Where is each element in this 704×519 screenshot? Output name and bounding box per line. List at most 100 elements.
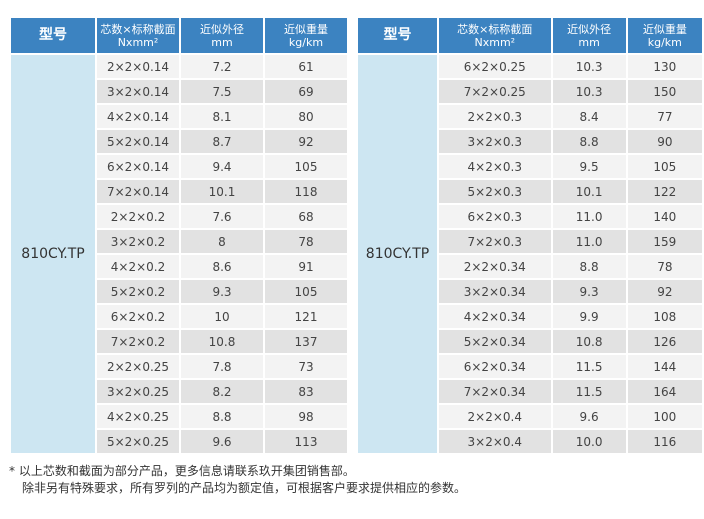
table-row: 7×2×0.34 11.5 164 <box>358 380 702 403</box>
header-weight: 近似重量 kg/km <box>627 18 702 53</box>
weight-cell: 108 <box>627 305 702 328</box>
footnote-line-2: 除非另有特殊要求，所有罗列的产品均为额定值，可根据客户要求提供相应的参数。 <box>22 481 467 495</box>
diameter-cell: 10.8 <box>552 330 626 353</box>
table-row: 2×2×0.3 8.4 77 <box>358 105 702 128</box>
spec-cell: 7×2×0.25 <box>439 80 551 103</box>
table-row: 3×2×0.25 8.2 83 <box>11 380 433 403</box>
diameter-cell: 11.5 <box>552 380 626 403</box>
diameter-cell: 11.0 <box>552 205 626 228</box>
table-row: 2×2×0.34 8.8 78 <box>358 255 702 278</box>
weight-cell: 118 <box>265 180 347 203</box>
weight-cell: 90 <box>627 130 702 153</box>
weight-cell: 130 <box>627 55 702 78</box>
table-row: 4×2×0.3 9.5 105 <box>358 155 702 178</box>
spec-cell: 2×2×0.3 <box>439 105 551 128</box>
weight-cell: 116 <box>627 430 702 453</box>
table-row: 3×2×0.34 9.3 92 <box>358 280 702 303</box>
spec-cell: 2×2×0.25 <box>97 355 179 378</box>
spec-cell: 6×2×0.2 <box>97 305 179 328</box>
table-row: 6×2×0.34 11.5 144 <box>358 355 702 378</box>
table-row: 5×2×0.25 9.6 113 <box>11 430 433 453</box>
table-row: 5×2×0.3 10.1 122 <box>358 180 702 203</box>
diameter-cell: 10.3 <box>552 55 626 78</box>
table-row: 3×2×0.3 8.8 90 <box>358 130 702 153</box>
diameter-cell: 9.6 <box>181 430 263 453</box>
spec-cell: 3×2×0.25 <box>97 380 179 403</box>
weight-cell: 126 <box>627 330 702 353</box>
spec-cell: 3×2×0.2 <box>97 230 179 253</box>
table-row: 6×2×0.14 9.4 105 <box>11 155 433 178</box>
table-row: 5×2×0.2 9.3 105 <box>11 280 433 303</box>
weight-cell: 105 <box>265 155 347 178</box>
table-row: 3×2×0.2 8 78 <box>11 230 433 253</box>
diameter-cell: 9.4 <box>181 155 263 178</box>
header-spec: 芯数×标称截面 Nxmm² <box>439 18 551 53</box>
spec-cell: 4×2×0.34 <box>439 305 551 328</box>
diameter-cell: 7.6 <box>181 205 263 228</box>
diameter-cell: 8.1 <box>181 105 263 128</box>
spec-cell: 6×2×0.14 <box>97 155 179 178</box>
diameter-cell: 8.8 <box>181 405 263 428</box>
weight-cell: 61 <box>265 55 347 78</box>
header-weight: 近似重量 kg/km <box>265 18 347 53</box>
table-row: 5×2×0.34 10.8 126 <box>358 330 702 353</box>
header-diameter: 近似外径 mm <box>552 18 626 53</box>
header-spec: 芯数×标称截面 Nxmm² <box>97 18 179 53</box>
table-row: 2×2×0.25 7.8 73 <box>11 355 433 378</box>
weight-cell: 78 <box>627 255 702 278</box>
spec-cell: 3×2×0.14 <box>97 80 179 103</box>
spec-cell: 6×2×0.25 <box>439 55 551 78</box>
weight-cell: 100 <box>627 405 702 428</box>
model-cell: 810CY.TP <box>11 55 95 453</box>
diameter-cell: 9.9 <box>552 305 626 328</box>
table-row: 6×2×0.3 11.0 140 <box>358 205 702 228</box>
spec-cell: 7×2×0.3 <box>439 230 551 253</box>
diameter-cell: 11.5 <box>552 355 626 378</box>
diameter-cell: 10.3 <box>552 80 626 103</box>
spec-cell: 6×2×0.34 <box>439 355 551 378</box>
weight-cell: 80 <box>265 105 347 128</box>
weight-cell: 140 <box>627 205 702 228</box>
header-model: 型号 <box>11 18 95 53</box>
table-row: 5×2×0.14 8.7 92 <box>11 130 433 153</box>
table-row: 810CY.TP 6×2×0.25 10.3 130 <box>358 55 702 453</box>
weight-cell: 144 <box>627 355 702 378</box>
table-row: 7×2×0.14 10.1 118 <box>11 180 433 203</box>
weight-cell: 121 <box>265 305 347 328</box>
diameter-cell: 9.5 <box>552 155 626 178</box>
weight-cell: 73 <box>265 355 347 378</box>
weight-cell: 105 <box>627 155 702 178</box>
weight-cell: 92 <box>627 280 702 303</box>
table-row: 4×2×0.14 8.1 80 <box>11 105 433 128</box>
spec-cell: 5×2×0.14 <box>97 130 179 153</box>
diameter-cell: 8.8 <box>552 130 626 153</box>
weight-cell: 68 <box>265 205 347 228</box>
weight-cell: 164 <box>627 380 702 403</box>
spec-table-right: 型号 芯数×标称截面 Nxmm² 近似外径 mm 近似重量 kg/km 810CY.T… <box>356 16 704 455</box>
diameter-cell: 8.6 <box>181 255 263 278</box>
diameter-cell: 10.1 <box>181 180 263 203</box>
diameter-cell: 7.2 <box>181 55 263 78</box>
table-row: 3×2×0.4 10.0 116 <box>358 430 702 453</box>
table-row: 4×2×0.2 8.6 91 <box>11 255 433 278</box>
weight-cell: 159 <box>627 230 702 253</box>
diameter-cell: 10 <box>181 305 263 328</box>
diameter-cell: 8.8 <box>552 255 626 278</box>
diameter-cell: 11.0 <box>552 230 626 253</box>
header-row: 型号 芯数×标称截面 Nxmm² 近似外径 mm 近似重量 kg/km <box>358 18 702 53</box>
diameter-cell: 8 <box>181 230 263 253</box>
weight-cell: 77 <box>627 105 702 128</box>
weight-cell: 122 <box>627 180 702 203</box>
diameter-cell: 10.0 <box>552 430 626 453</box>
diameter-cell: 7.5 <box>181 80 263 103</box>
spec-cell: 5×2×0.3 <box>439 180 551 203</box>
spec-cell: 2×2×0.4 <box>439 405 551 428</box>
footnote-line-1: * 以上芯数和截面为部分产品，更多信息请联系玖开集团销售部。 <box>9 464 355 478</box>
weight-cell: 150 <box>627 80 702 103</box>
footnote: * 以上芯数和截面为部分产品，更多信息请联系玖开集团销售部。 除非另有特殊要求，… <box>9 463 466 497</box>
table-row: 4×2×0.25 8.8 98 <box>11 405 433 428</box>
diameter-cell: 10.1 <box>552 180 626 203</box>
spec-cell: 7×2×0.14 <box>97 180 179 203</box>
weight-cell: 98 <box>265 405 347 428</box>
spec-cell: 2×2×0.34 <box>439 255 551 278</box>
